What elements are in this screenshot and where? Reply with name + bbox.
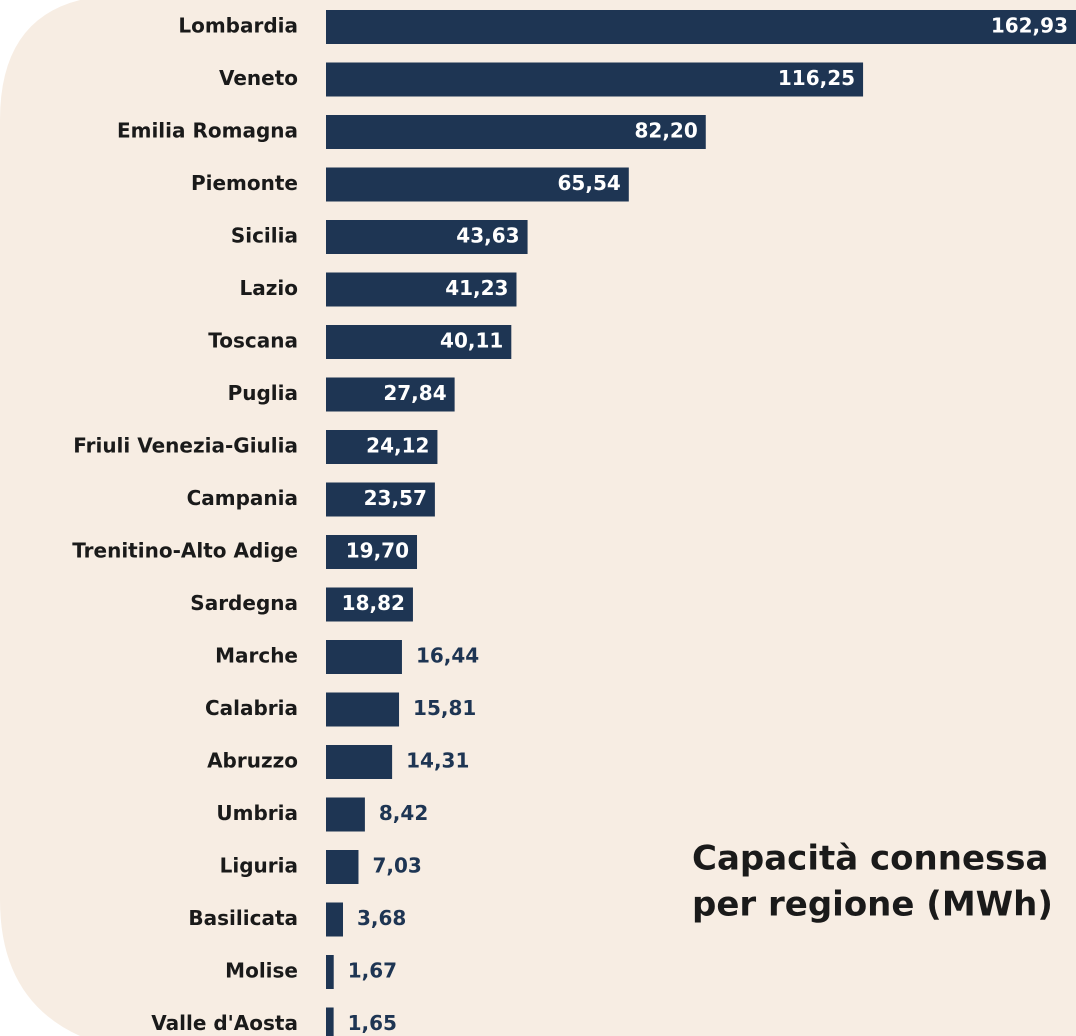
value-label: 3,68 xyxy=(357,906,406,930)
chart-title: per regione (MWh) xyxy=(692,885,1053,925)
value-label: 43,63 xyxy=(456,224,519,248)
bar xyxy=(326,587,413,622)
category-label: Sardegna xyxy=(190,591,298,615)
category-label: Basilicata xyxy=(188,906,298,930)
bar xyxy=(326,745,393,779)
category-label: Abruzzo xyxy=(207,749,298,773)
category-label: Puglia xyxy=(228,381,298,405)
category-label: Liguria xyxy=(220,854,298,878)
category-label: Toscana xyxy=(208,329,298,353)
category-label: Valle d'Aosta xyxy=(151,1011,298,1035)
bar xyxy=(326,167,629,202)
value-label: 40,11 xyxy=(440,329,503,353)
category-label: Trenitino-Alto Adige xyxy=(72,539,298,563)
bar xyxy=(326,220,528,254)
bar xyxy=(326,955,334,989)
bar xyxy=(326,535,418,569)
bar xyxy=(326,1007,334,1036)
value-label: 18,82 xyxy=(342,591,405,615)
value-label: 16,44 xyxy=(416,644,479,668)
value-label: 15,81 xyxy=(413,696,476,720)
category-label: Lombardia xyxy=(178,14,298,38)
value-label: 1,65 xyxy=(348,1011,397,1035)
bar xyxy=(326,640,402,674)
category-label: Molise xyxy=(225,959,298,983)
bar xyxy=(326,482,435,517)
bar xyxy=(326,115,706,149)
category-label: Friuli Venezia-Giulia xyxy=(73,434,298,458)
category-label: Campania xyxy=(187,486,298,510)
value-label: 19,70 xyxy=(346,539,409,563)
bar xyxy=(326,797,365,832)
category-label: Veneto xyxy=(219,66,298,90)
bar xyxy=(326,325,512,359)
value-label: 41,23 xyxy=(445,276,508,300)
value-label: 8,42 xyxy=(379,801,428,825)
bar xyxy=(326,430,438,464)
value-label: 1,67 xyxy=(348,959,397,983)
bar xyxy=(326,272,517,307)
category-label: Calabria xyxy=(205,696,298,720)
value-label: 14,31 xyxy=(406,749,469,773)
value-label: 65,54 xyxy=(558,171,621,195)
bar xyxy=(326,10,1076,44)
bar xyxy=(326,692,400,727)
value-label: 116,25 xyxy=(778,66,855,90)
category-label: Lazio xyxy=(240,276,298,300)
value-label: 82,20 xyxy=(634,119,697,143)
bar xyxy=(326,62,864,97)
value-label: 162,93 xyxy=(991,14,1068,38)
bar xyxy=(326,902,344,937)
chart-title: Capacità connessa xyxy=(692,839,1048,879)
category-label: Sicilia xyxy=(231,224,298,248)
category-label: Marche xyxy=(215,644,298,668)
category-label: Piemonte xyxy=(191,171,298,195)
category-label: Umbria xyxy=(216,801,298,825)
value-label: 27,84 xyxy=(383,381,446,405)
category-label: Emilia Romagna xyxy=(117,119,298,143)
bar xyxy=(326,377,455,412)
bar xyxy=(326,850,359,884)
value-label: 24,12 xyxy=(366,434,429,458)
value-label: 23,57 xyxy=(364,486,427,510)
value-label: 7,03 xyxy=(372,854,421,878)
